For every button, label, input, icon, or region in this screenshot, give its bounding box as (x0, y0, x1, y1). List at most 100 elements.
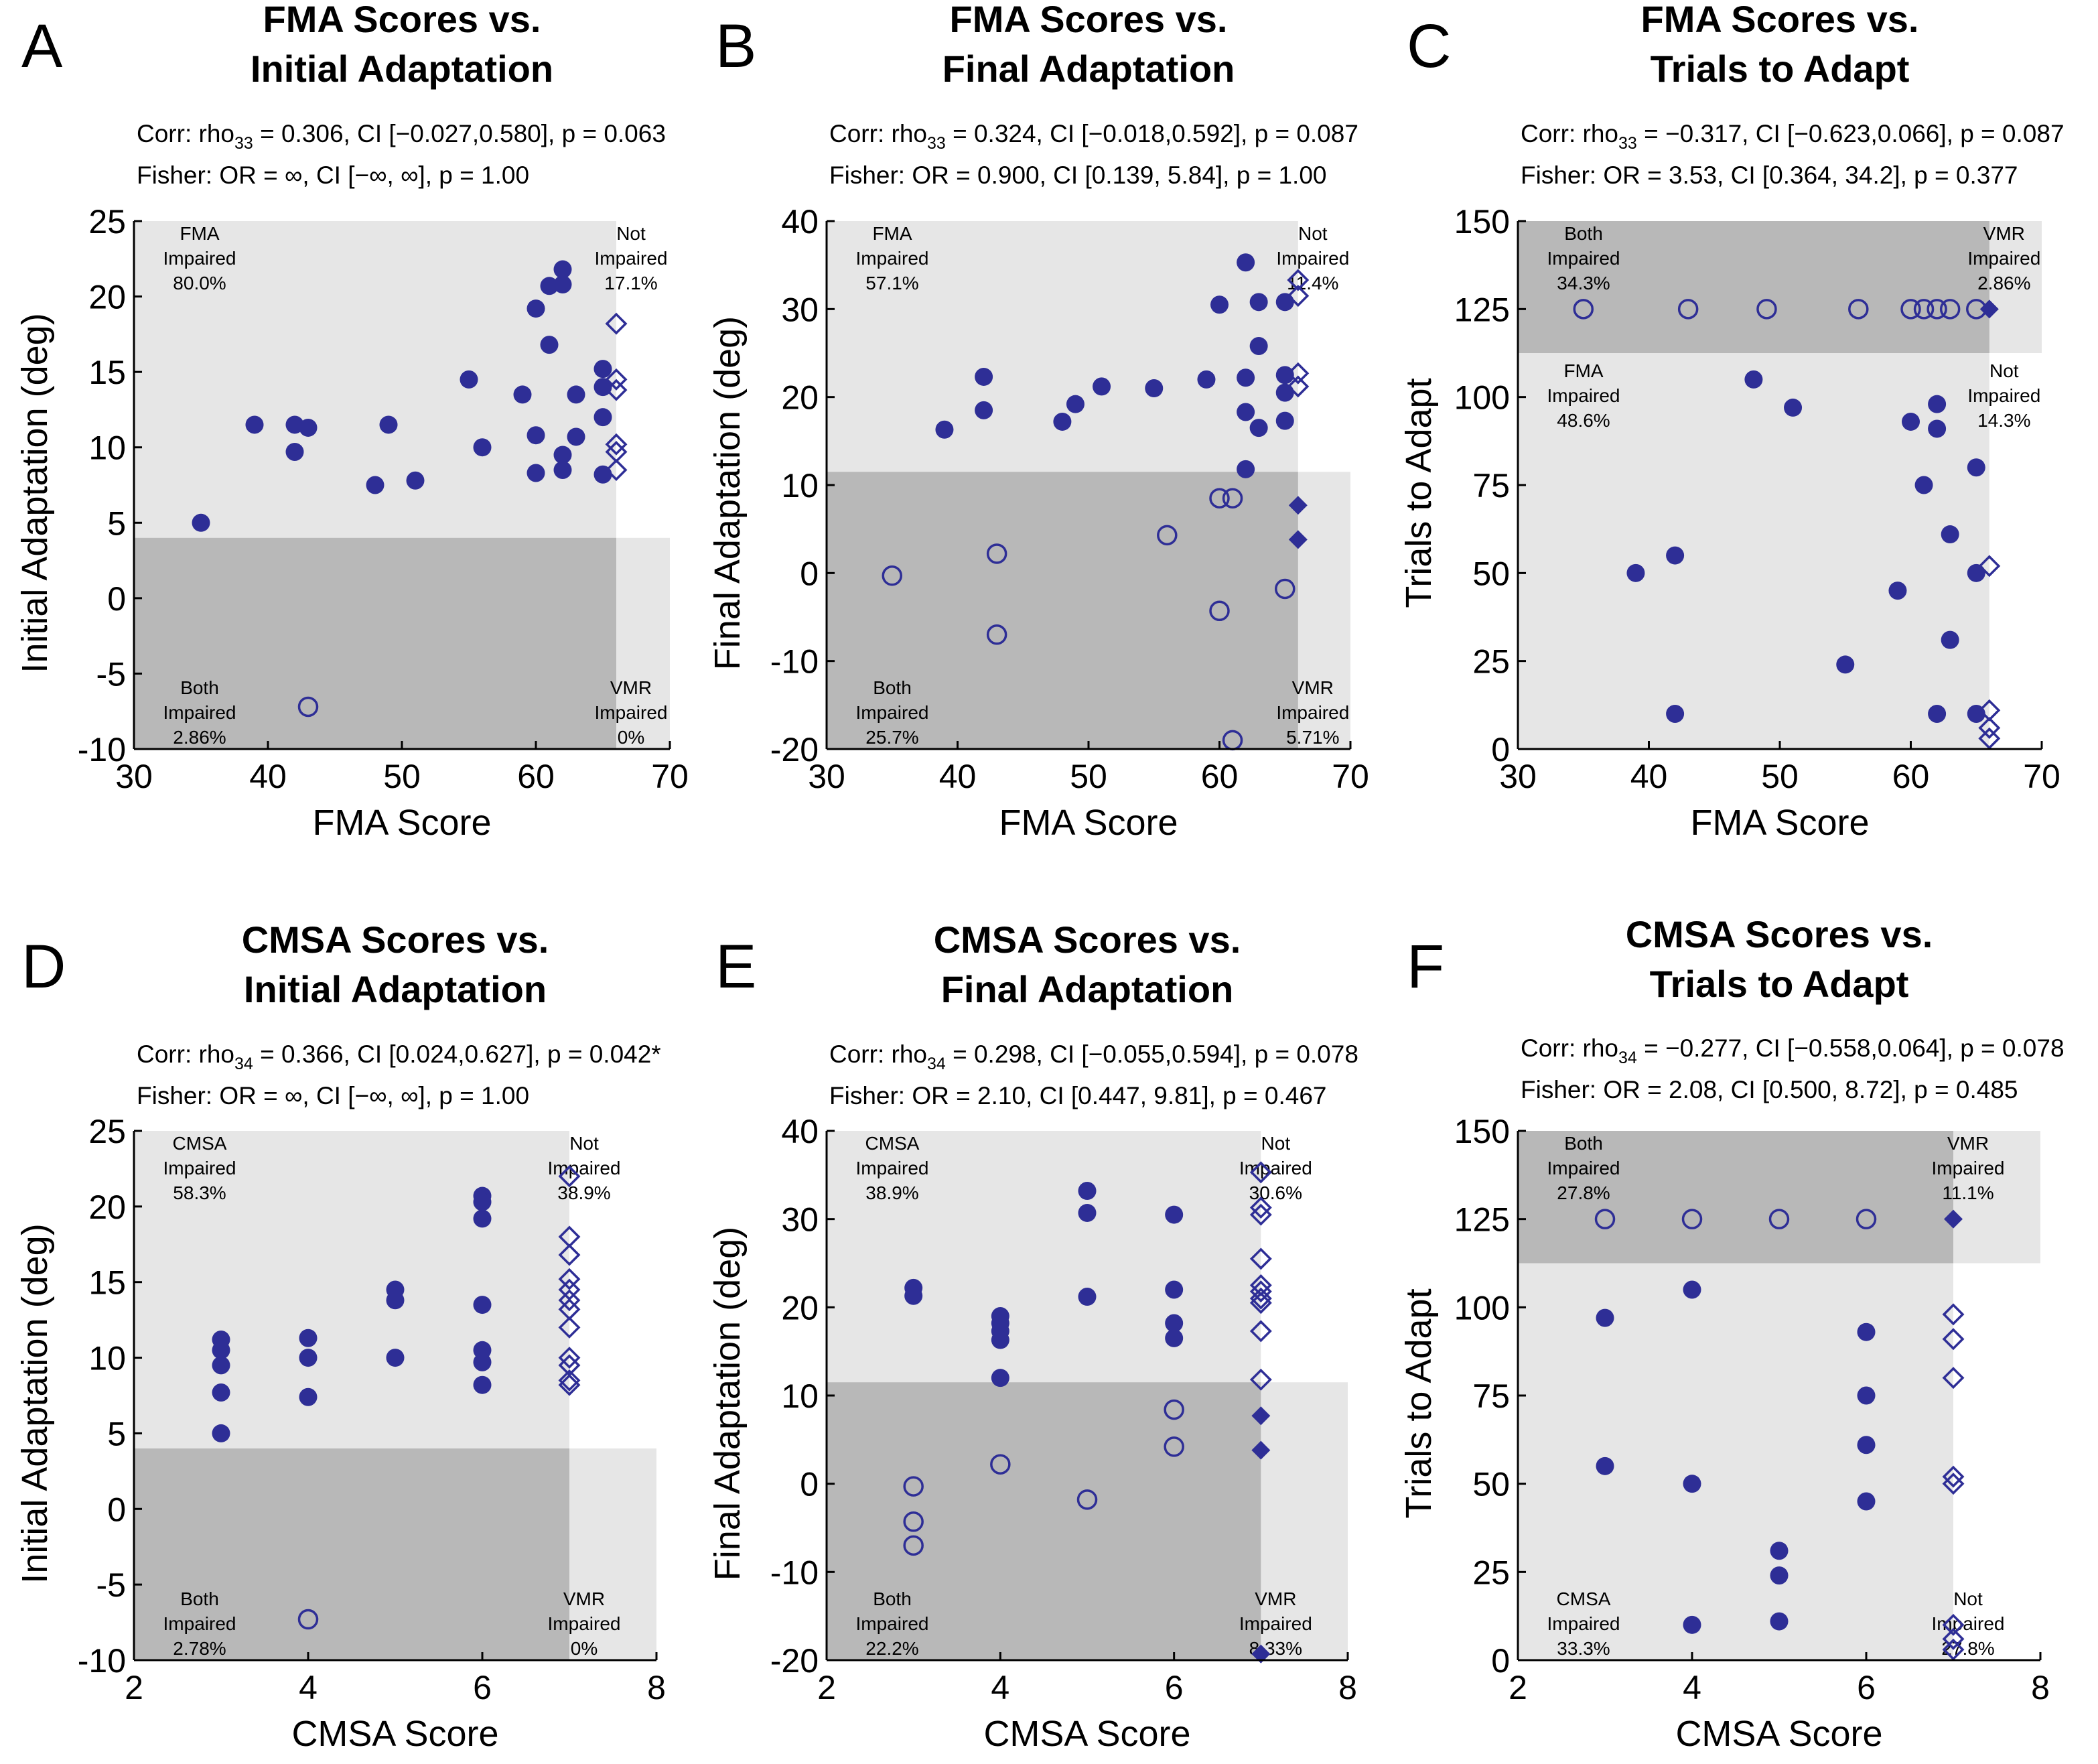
panel-letter: E (715, 933, 756, 1001)
data-point-open-circle (1677, 299, 1699, 320)
data-point-open-diamond (605, 312, 628, 335)
data-point-open-circle (297, 1609, 319, 1630)
region-label: Both Impaired 2.78% (163, 1588, 236, 1659)
data-point-filled-circle (991, 1369, 1009, 1387)
chart-title-line: Final Adaptation (941, 968, 1234, 1010)
chart-title-line: Trials to Adapt (1650, 963, 1909, 1005)
x-tick-label: 4 (991, 1669, 1009, 1706)
data-point-open-diamond (605, 368, 628, 391)
region-label-line: Not (1261, 1133, 1291, 1154)
stat-text: Fisher: OR = 2.10, CI [0.447, 9.81], p =… (829, 1082, 1327, 1109)
region-label-line: VMR (610, 677, 652, 698)
data-point-filled-circle (1165, 1280, 1184, 1299)
data-point-filled-diamond (1979, 299, 1999, 319)
region-label-line: Impaired (1547, 1613, 1620, 1634)
y-axis-label: Trials to Adapt (1399, 378, 1439, 608)
data-point-open-diamond (1249, 1320, 1272, 1343)
region-label-line: VMR (563, 1588, 605, 1609)
region-unshaded (569, 1131, 656, 1448)
data-point-filled-diamond (1944, 1209, 1963, 1229)
y-tick-label: 75 (1472, 1377, 1510, 1415)
x-tick-label: 6 (1857, 1669, 1876, 1706)
region-label-line: Not (1298, 223, 1328, 244)
data-point-filled-circle (1770, 1542, 1789, 1560)
panel-a: A FMA Scores vs. Initial Adaptation Corr: r… (15, 0, 689, 843)
x-tick-label: 2 (817, 1669, 836, 1706)
region-label: VMR Impaired 8.33% (1239, 1588, 1312, 1659)
region-label-line: 30.6% (1249, 1182, 1302, 1203)
data-point-open-circle (1594, 1209, 1616, 1229)
y-tick-label: 50 (1472, 555, 1510, 592)
x-axis-label: CMSA Score (291, 1714, 498, 1754)
region-label: CMSA Impaired 33.3% (1547, 1588, 1620, 1659)
region-label-line: Both (180, 1588, 219, 1609)
x-tick-label: 8 (647, 1669, 666, 1706)
y-tick-label: 5 (107, 504, 126, 542)
y-tick-label: 0 (107, 1491, 126, 1528)
stat-text: Corr: rho (829, 1040, 927, 1068)
region-both-impaired (827, 1382, 1261, 1660)
stat-text: = −0.317, CI [−0.623,0.066], p = 0.087 (1637, 120, 2065, 147)
region-label-line: FMA (180, 223, 219, 244)
y-tick-label: 50 (1472, 1466, 1510, 1503)
data-point-filled-circle (1626, 563, 1645, 582)
data-point-filled-circle (513, 385, 532, 404)
data-point-filled-diamond (1288, 496, 1308, 515)
region-both-impaired (134, 537, 616, 749)
y-tick-label: 15 (88, 1264, 126, 1302)
data-point-open-diamond (1249, 1280, 1272, 1303)
x-tick-label: 50 (1070, 758, 1107, 795)
region-label-line: Impaired (1239, 1613, 1312, 1634)
data-point-open-diamond (558, 1268, 581, 1290)
x-tick-label: 4 (1683, 1669, 1701, 1706)
chart-title-line: FMA Scores vs. (950, 0, 1228, 40)
region-label-line: CMSA (1557, 1588, 1611, 1609)
data-point-filled-circle (1237, 253, 1255, 272)
data-point-open-circle (297, 696, 319, 718)
stat-text: Fisher: OR = ∞, CI [−∞, ∞], p = 1.00 (137, 1082, 529, 1109)
y-tick-label: 150 (1454, 1113, 1510, 1150)
region-label: CMSA Impaired 58.3% (163, 1133, 236, 1203)
y-tick-label: 10 (88, 429, 126, 467)
data-point-filled-circle (1596, 1308, 1614, 1327)
data-point-filled-circle (553, 260, 572, 279)
region-label-line: 38.9% (557, 1182, 610, 1203)
fisher-stat: Fisher: OR = 0.900, CI [0.139, 5.84], p … (829, 161, 1327, 189)
data-point-filled-circle (1210, 295, 1229, 314)
stat-subscript: 33 (1618, 134, 1637, 153)
data-point-filled-circle (1683, 1615, 1701, 1634)
data-point-filled-circle (1275, 366, 1294, 385)
y-tick-label: -10 (78, 731, 126, 768)
stat-subscript: 34 (927, 1055, 946, 1073)
data-point-open-circle (1856, 1209, 1877, 1229)
y-tick-label: -10 (770, 643, 819, 681)
x-tick-label: 30 (808, 758, 845, 795)
data-point-open-diamond (1287, 362, 1310, 385)
data-point-filled-circle (1928, 704, 1947, 723)
data-point-open-diamond (1942, 1367, 1965, 1389)
region-label-line: Impaired (163, 1158, 236, 1178)
y-tick-label: 20 (781, 379, 819, 417)
region-label-line: Impaired (595, 248, 668, 269)
fisher-stat: Fisher: OR = ∞, CI [−∞, ∞], p = 1.00 (137, 161, 529, 189)
data-point-open-diamond (558, 1373, 581, 1396)
data-point-filled-circle (299, 1349, 318, 1367)
y-tick-label: 10 (781, 1377, 819, 1415)
x-tick-label: 50 (383, 758, 421, 795)
data-point-filled-circle (1836, 655, 1855, 674)
fisher-stat: Fisher: OR = ∞, CI [−∞, ∞], p = 1.00 (137, 1082, 529, 1109)
x-tick-label: 4 (299, 1669, 318, 1706)
data-point-open-diamond (1249, 1247, 1272, 1270)
region-label-line: Impaired (856, 702, 929, 723)
region-label-line: 11.1% (1942, 1182, 1994, 1203)
data-point-filled-circle (567, 427, 585, 446)
data-point-filled-circle (527, 299, 545, 318)
data-point-open-diamond (605, 379, 628, 401)
region-unshaded (1298, 221, 1350, 472)
data-point-open-circle (882, 565, 902, 586)
y-tick-label: -20 (770, 1642, 819, 1680)
x-tick-label: 70 (1332, 758, 1369, 795)
data-point-filled-diamond (1288, 530, 1308, 549)
stat-text: Corr: rho (1521, 1034, 1618, 1062)
x-tick-label: 8 (1338, 1669, 1357, 1706)
